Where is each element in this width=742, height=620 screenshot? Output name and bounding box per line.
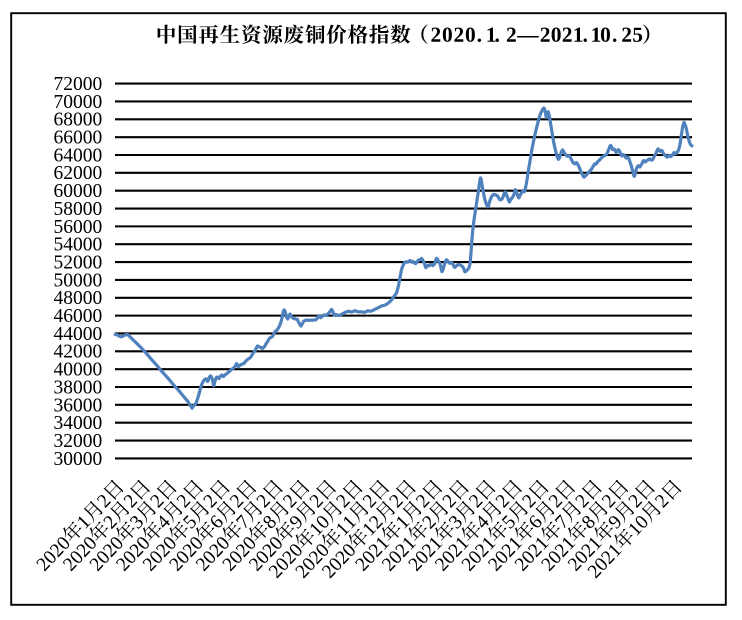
svg-text:64000: 64000 <box>53 145 102 166</box>
svg-text:68000: 68000 <box>53 110 102 131</box>
svg-text:60000: 60000 <box>53 181 102 202</box>
svg-text:50000: 50000 <box>53 270 102 291</box>
svg-text:32000: 32000 <box>53 431 102 452</box>
svg-text:34000: 34000 <box>53 413 102 434</box>
svg-text:70000: 70000 <box>53 92 102 113</box>
svg-text:44000: 44000 <box>53 324 102 345</box>
svg-text:38000: 38000 <box>53 377 102 398</box>
svg-text:46000: 46000 <box>53 306 102 327</box>
svg-text:48000: 48000 <box>53 288 102 309</box>
svg-text:40000: 40000 <box>53 360 102 381</box>
svg-text:42000: 42000 <box>53 342 102 363</box>
svg-text:72000: 72000 <box>53 74 102 95</box>
svg-text:62000: 62000 <box>53 163 102 184</box>
svg-text:54000: 54000 <box>53 235 102 256</box>
svg-text:36000: 36000 <box>53 395 102 416</box>
svg-text:30000: 30000 <box>53 449 102 470</box>
svg-text:58000: 58000 <box>53 199 102 220</box>
svg-text:52000: 52000 <box>53 252 102 273</box>
svg-text:66000: 66000 <box>53 128 102 149</box>
svg-text:56000: 56000 <box>53 217 102 238</box>
